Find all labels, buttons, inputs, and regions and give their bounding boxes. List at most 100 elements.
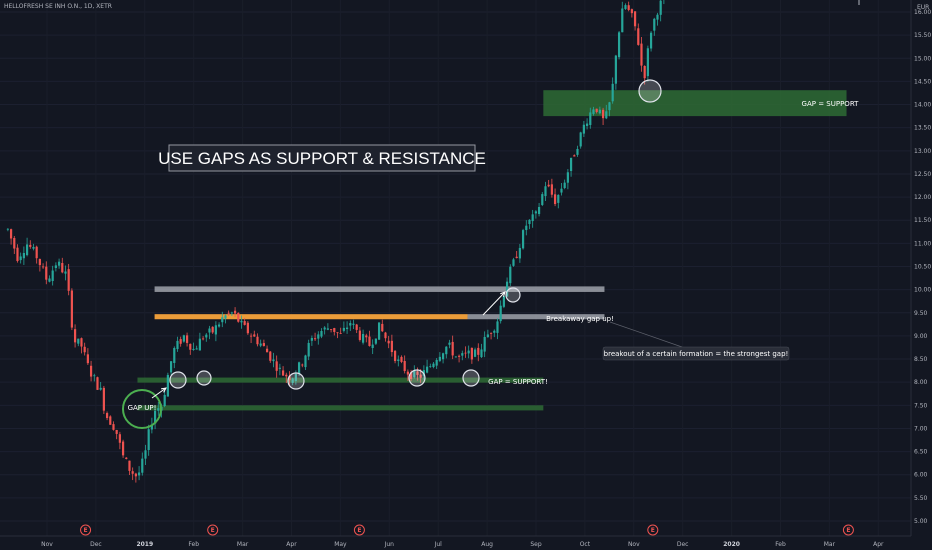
candle-body bbox=[198, 338, 201, 351]
candle-body bbox=[393, 350, 397, 362]
x-tick-label: Feb bbox=[775, 541, 786, 548]
candle-body bbox=[35, 246, 38, 259]
highlight-circle bbox=[408, 369, 426, 387]
candle-body bbox=[57, 261, 61, 266]
candle-body bbox=[221, 317, 224, 323]
x-tick-label: Nov bbox=[41, 541, 53, 548]
candle-body bbox=[342, 327, 345, 331]
candle-body bbox=[521, 230, 525, 249]
candle-body bbox=[102, 387, 105, 411]
candle-body bbox=[304, 355, 307, 368]
candle-body bbox=[653, 18, 656, 31]
y-tick-label: 14.00 bbox=[914, 102, 931, 109]
candle-body bbox=[86, 354, 89, 364]
candle-body bbox=[278, 367, 281, 369]
candle-body bbox=[617, 32, 621, 58]
candle-body bbox=[297, 362, 301, 374]
candle-body bbox=[601, 109, 605, 119]
earnings-marker[interactable] bbox=[353, 524, 365, 536]
candle-body bbox=[329, 328, 333, 330]
candle-body bbox=[445, 346, 448, 355]
candle-body bbox=[384, 332, 387, 339]
gap-support-top-label: GAP = SUPPORT bbox=[802, 100, 860, 108]
candle-body bbox=[301, 364, 304, 366]
candle-body bbox=[425, 366, 429, 373]
candle-body bbox=[93, 375, 96, 377]
candle-body bbox=[115, 429, 118, 434]
candle-body bbox=[349, 323, 352, 326]
title-box bbox=[168, 144, 476, 172]
candle-body bbox=[528, 219, 531, 225]
highlight-circle bbox=[462, 369, 480, 387]
candle-body bbox=[614, 55, 617, 84]
candle-body bbox=[134, 473, 137, 477]
candle-body bbox=[201, 338, 205, 340]
y-tick-label: 5.00 bbox=[914, 518, 928, 525]
candle-body bbox=[534, 211, 537, 214]
candle-body bbox=[22, 252, 25, 259]
candle-body bbox=[598, 109, 601, 114]
candle-body bbox=[429, 366, 432, 368]
candle-body bbox=[214, 325, 217, 335]
candle-body bbox=[448, 342, 451, 345]
earnings-marker[interactable] bbox=[80, 524, 92, 536]
earnings-marker[interactable] bbox=[647, 524, 659, 536]
candle-body bbox=[67, 269, 70, 291]
chart-title: USE GAPS AS SUPPORT & RESISTANCE bbox=[158, 149, 486, 168]
candle-body bbox=[6, 228, 9, 230]
candle-body bbox=[566, 172, 569, 183]
x-tick-label: Mar bbox=[237, 541, 249, 548]
candle-body bbox=[438, 356, 441, 361]
candle-body bbox=[451, 341, 454, 356]
highlight-circle bbox=[638, 79, 662, 103]
candle-body bbox=[147, 429, 150, 451]
zone-gray bbox=[154, 286, 605, 292]
y-tick-label: 10.00 bbox=[914, 287, 931, 294]
candle-body bbox=[227, 312, 230, 314]
candle-body bbox=[502, 296, 505, 307]
candle-body bbox=[646, 48, 649, 77]
candle-body bbox=[109, 416, 112, 425]
candle-body bbox=[153, 410, 157, 424]
candle-body bbox=[573, 155, 576, 157]
x-tick-label: Jun bbox=[384, 541, 395, 548]
candle-body bbox=[182, 335, 185, 342]
candle-body bbox=[320, 331, 323, 337]
candle-body bbox=[461, 353, 464, 356]
candle-body bbox=[368, 336, 371, 346]
candle-body bbox=[195, 348, 198, 350]
x-tick-label: 2020 bbox=[723, 541, 740, 548]
candle-body bbox=[141, 458, 144, 473]
earnings-marker[interactable] bbox=[842, 524, 854, 536]
y-tick-label: 16.00 bbox=[914, 9, 931, 16]
zone-green bbox=[137, 377, 544, 383]
candle-body bbox=[118, 434, 121, 443]
candle-body bbox=[307, 342, 310, 357]
candle-body bbox=[557, 194, 560, 203]
x-tick-label: Jul bbox=[434, 541, 443, 548]
candle-body bbox=[499, 305, 502, 322]
highlight-circle bbox=[169, 371, 187, 389]
candle-body bbox=[563, 182, 566, 189]
candle-body bbox=[41, 266, 45, 268]
note-connector bbox=[609, 321, 683, 348]
candle-body bbox=[358, 330, 361, 340]
x-tick-label: May bbox=[334, 541, 347, 548]
earnings-marker[interactable] bbox=[207, 524, 219, 536]
candle-body bbox=[157, 408, 160, 411]
arrow-line bbox=[151, 387, 167, 399]
y-tick-label: 6.50 bbox=[914, 449, 928, 456]
y-tick-label: 15.00 bbox=[914, 55, 931, 62]
candle-body bbox=[505, 281, 509, 297]
candle-body bbox=[185, 335, 189, 343]
candle-body bbox=[643, 65, 646, 79]
x-axis-ticks: Nov Dec 2019 Feb Mar Apr May Jun Jul Aug Sep Oct Nov… bbox=[41, 541, 884, 548]
highlight-circle bbox=[505, 287, 521, 303]
candle-body bbox=[291, 378, 294, 383]
candle-body bbox=[54, 265, 57, 268]
candle-body bbox=[512, 259, 515, 266]
candle-body bbox=[441, 353, 445, 360]
